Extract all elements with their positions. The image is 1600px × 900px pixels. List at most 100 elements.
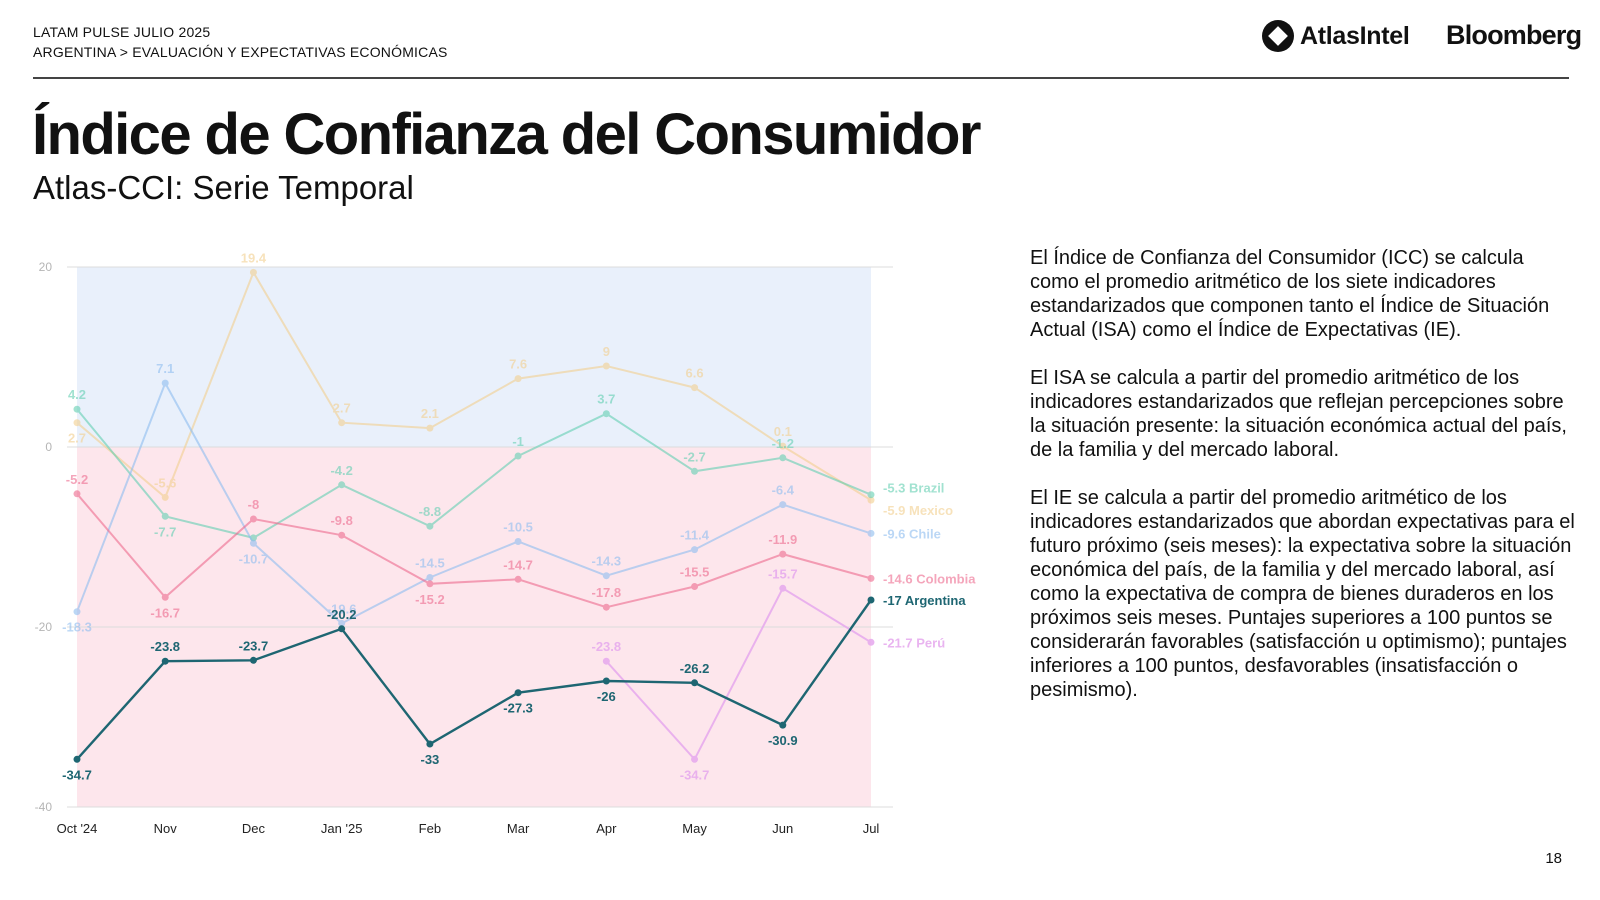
data-point-brazil [161, 512, 169, 520]
series-line-chile [76, 380, 872, 625]
methodology-description: El Índice de Confianza del Consumidor (I… [1030, 246, 1578, 726]
data-point-chile [249, 539, 257, 547]
data-label-peru: -15.7 [768, 566, 798, 581]
data-point-colombia [338, 531, 346, 539]
data-label-argentina: -30.9 [768, 733, 798, 748]
data-label-argentina: -23.8 [150, 639, 180, 654]
y-tick-label: -40 [35, 800, 53, 814]
data-label-brazil: -7.7 [154, 524, 176, 539]
y-tick-label: 0 [45, 440, 52, 454]
data-point-chile [426, 574, 434, 581]
data-point-chile [691, 546, 699, 554]
data-point-argentina [779, 721, 787, 729]
data-label-colombia: -17.8 [592, 585, 622, 600]
page-title: Índice de Confianza del Consumidor [32, 102, 981, 167]
description-paragraph-ie: El IE se calcula a partir del promedio a… [1030, 487, 1575, 701]
data-label-argentina: -34.7 [62, 767, 92, 782]
atlasintel-logo: AtlasIntel [1262, 20, 1410, 52]
data-label-mexico: 0.1 [774, 424, 792, 439]
data-label-mexico: 2.7 [333, 401, 351, 416]
data-point-colombia [514, 575, 522, 583]
data-point-mexico [691, 384, 699, 392]
data-point-chile [779, 501, 787, 509]
data-point-chile [161, 379, 169, 387]
data-point-colombia [161, 593, 169, 601]
series-brazil: 4.2 -7.7 -4.2 -8.8 -1 3.7 -2.7 -1.2 -5.3 Brazil [68, 387, 944, 542]
data-point-mexico [161, 493, 169, 501]
data-point-chile [73, 608, 81, 616]
data-label-chile: 7.1 [156, 361, 174, 376]
data-label-peru: -23.8 [592, 639, 622, 654]
x-tick-label: Apr [596, 821, 617, 836]
data-point-brazil [867, 491, 875, 499]
data-point-argentina [249, 656, 257, 664]
series-line-argentina [76, 599, 872, 761]
data-point-brazil [338, 481, 346, 489]
x-tick-label: Oct '24 [57, 821, 98, 836]
series-colombia: -5.2 -16.7 -8 -9.8 -15.2 -14.7 -17.8 -15.5 -11.9… [66, 472, 976, 621]
series-line-brazil [76, 408, 872, 539]
data-point-argentina [867, 596, 875, 604]
data-point-peru [867, 638, 875, 646]
y-tick-label: 20 [39, 260, 53, 274]
y-tick-label: -20 [35, 620, 53, 634]
data-point-peru [602, 657, 610, 665]
consumer-confidence-line-chart: 20 0 -20 -40 Oct '24 Nov Dec Jan '25 Feb Mar Apr Ma… [35, 250, 977, 836]
data-point-chile [602, 572, 610, 580]
report-header-breadcrumb: ARGENTINA > EVALUACIÓN Y EXPECTATIVAS EC… [33, 44, 448, 60]
report-header-title: LATAM PULSE JULIO 2025 [33, 24, 211, 40]
data-label-mexico: 2.7 [68, 431, 86, 446]
x-tick-label: Jun [772, 821, 793, 836]
data-label-colombia: -8 [248, 497, 260, 512]
header-divider [33, 77, 1569, 79]
data-point-peru [691, 755, 699, 763]
data-label-mexico: 9 [603, 344, 610, 359]
data-label-chile: -18.3 [62, 620, 92, 635]
data-point-chile [338, 619, 346, 627]
data-label-brazil: 3.7 [597, 392, 615, 407]
x-tick-label: Jan '25 [321, 821, 363, 836]
data-point-brazil [73, 405, 81, 413]
data-label-mexico: -5.6 [154, 475, 176, 490]
data-label-argentina: -20.2 [327, 607, 357, 622]
data-point-colombia [602, 603, 610, 611]
data-label-colombia: -11.9 [768, 532, 797, 547]
data-label-chile: -10.5 [503, 520, 533, 535]
end-label-mexico: -5.9 Mexico [883, 503, 953, 518]
x-tick-label: May [682, 821, 707, 836]
data-point-argentina [691, 679, 699, 687]
data-label-brazil: 4.2 [68, 387, 86, 402]
end-label-chile: -9.6 Chile [883, 526, 941, 541]
atlasintel-logo-icon [1262, 20, 1294, 52]
page-number: 18 [1545, 850, 1562, 867]
data-label-argentina: -26.2 [680, 661, 710, 676]
data-point-colombia [73, 490, 81, 498]
series-line-peru [605, 586, 872, 762]
data-point-chile [514, 538, 522, 545]
data-point-brazil [691, 467, 699, 475]
series-line-mexico [76, 270, 872, 501]
data-label-chile: -6.4 [772, 483, 795, 498]
x-tick-label: Feb [419, 821, 441, 836]
data-label-mexico: 2.1 [421, 406, 439, 421]
data-point-brazil [514, 452, 522, 460]
data-label-argentina: -27.3 [503, 701, 533, 716]
data-label-colombia: -9.8 [330, 513, 352, 528]
series-chile: -18.3 7.1 -10.7 -19.6 -14.5 -10.5 -14.3 -11.4 -6… [62, 361, 941, 635]
end-label-colombia: -14.6 Colombia [883, 571, 976, 586]
data-label-peru: -34.7 [680, 767, 710, 782]
data-point-mexico [426, 424, 434, 432]
data-point-colombia [691, 583, 699, 590]
data-label-mexico: 19.4 [241, 250, 267, 265]
data-point-peru [779, 584, 787, 592]
data-label-chile: -14.5 [415, 556, 445, 571]
data-point-chile [867, 529, 875, 537]
data-point-brazil [426, 522, 434, 530]
data-point-mexico [338, 419, 346, 427]
data-label-brazil: -1 [512, 434, 524, 449]
description-paragraph-isa: El ISA se calcula a partir del promedio … [1030, 367, 1567, 461]
data-point-colombia [426, 580, 434, 588]
data-label-chile: -14.3 [592, 554, 622, 569]
report-header: LATAM PULSE JULIO 2025 ARGENTINA > EVALU… [33, 22, 448, 62]
description-paragraph-icc: El Índice de Confianza del Consumidor (I… [1030, 247, 1550, 341]
